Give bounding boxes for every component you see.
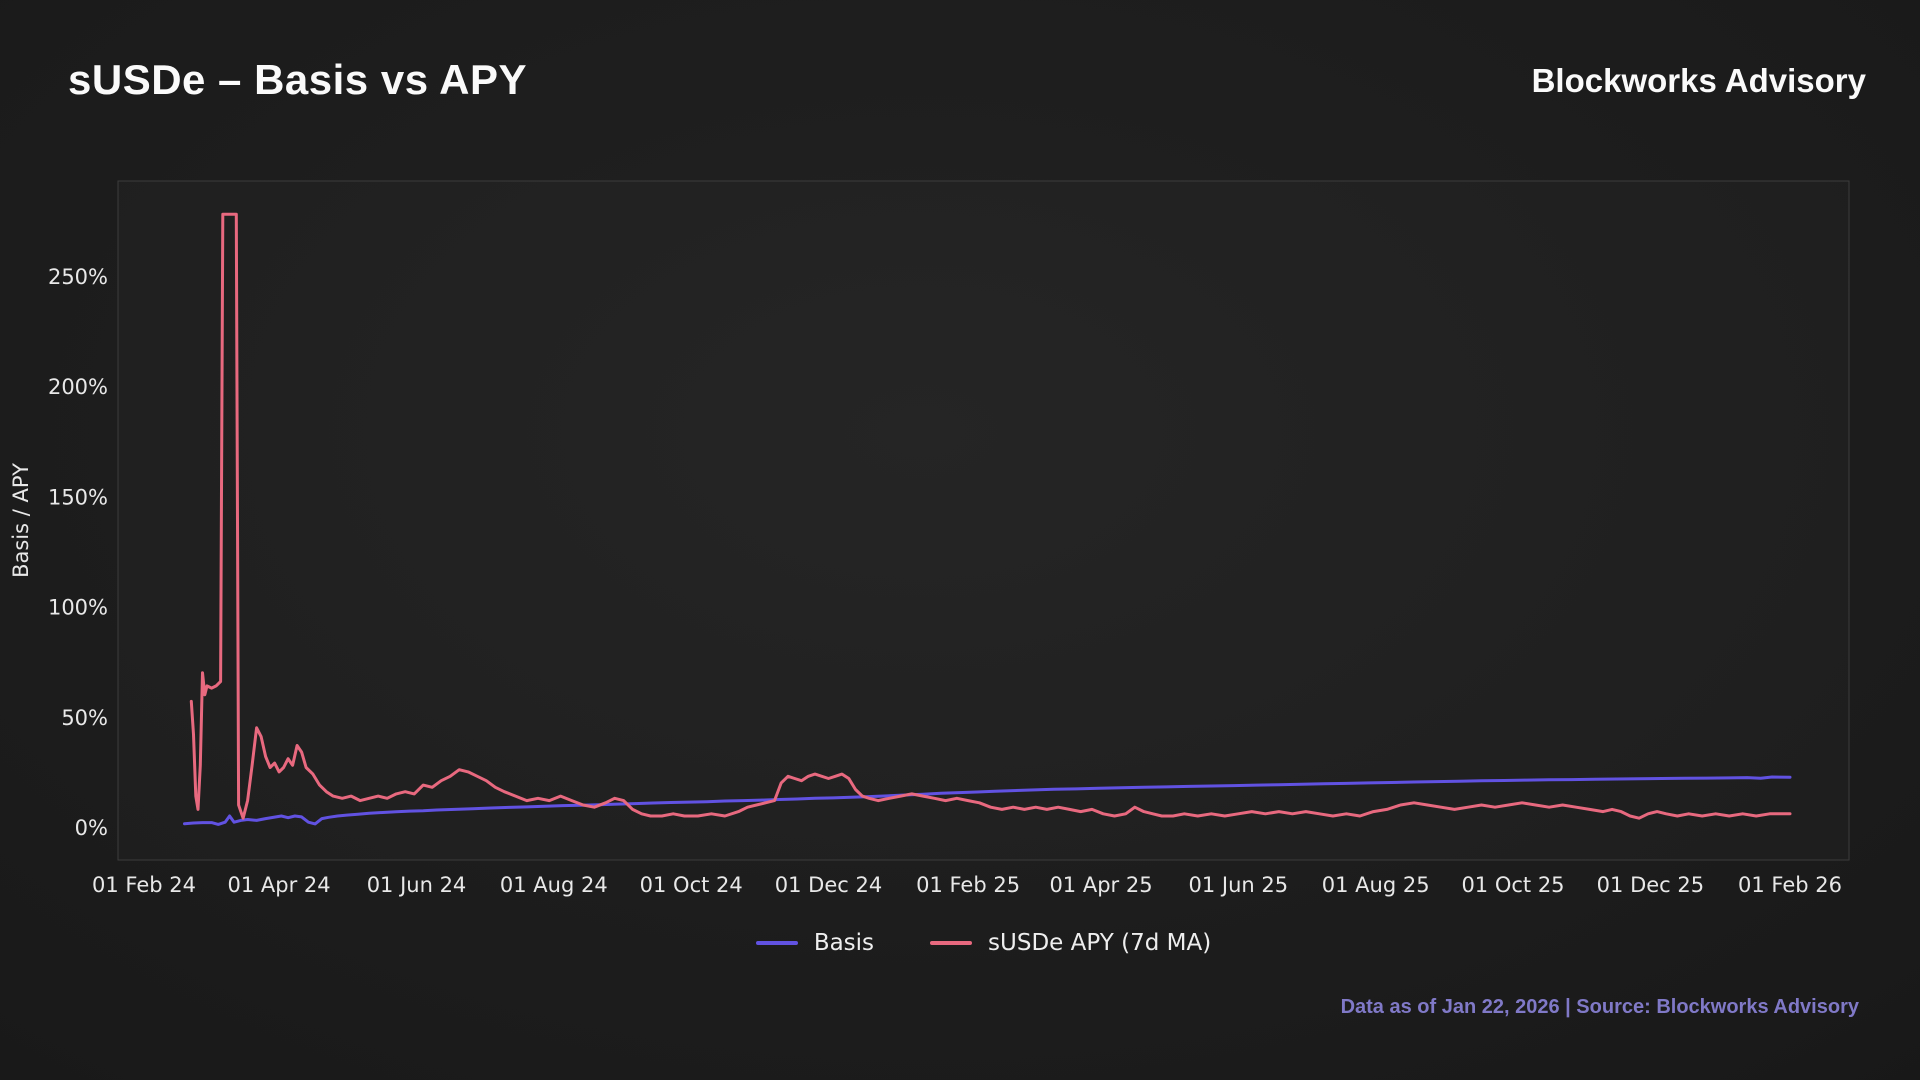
x-tick-label: 01 Apr 24: [228, 873, 331, 897]
x-tick-label: 01 Jun 24: [367, 873, 467, 897]
legend-item: Basis: [755, 930, 875, 956]
x-tick-label: 01 Dec 25: [1597, 873, 1704, 897]
y-tick-label: 250%: [48, 265, 108, 289]
x-tick-label: 01 Feb 25: [916, 873, 1020, 897]
x-tick-label: 01 Jun 25: [1188, 873, 1288, 897]
legend-swatch: [755, 941, 798, 945]
plot-border: [117, 180, 1850, 861]
legend-label: sUSDe APY (7d MA): [988, 930, 1212, 956]
x-tick-label: 01 Oct 24: [640, 873, 743, 897]
x-tick-label: 01 Apr 25: [1049, 873, 1152, 897]
x-tick-label: 01 Dec 24: [775, 873, 882, 897]
legend: Basis sUSDe APY (7d MA): [118, 930, 1849, 956]
y-tick-label: 50%: [61, 706, 108, 730]
legend-swatch: [930, 941, 973, 945]
legend-item: sUSDe APY (7d MA): [930, 930, 1211, 956]
series-line-basis: [183, 775, 1792, 826]
x-tick-label: 01 Oct 25: [1461, 873, 1564, 897]
source-note: Data as of Jan 22, 2026 | Source: Blockw…: [1340, 996, 1859, 1018]
y-tick-label: 200%: [48, 375, 108, 399]
x-tick-label: 01 Aug 25: [1322, 873, 1430, 897]
brand-wordmark: Blockworks Advisory: [1531, 62, 1866, 99]
legend-label: Basis: [813, 930, 875, 956]
y-axis-title: Basis / APY: [9, 463, 33, 578]
x-tick-label: 01 Feb 24: [92, 873, 196, 897]
x-tick-label: 01 Aug 24: [500, 873, 608, 897]
y-tick-label: 100%: [48, 596, 108, 620]
page-title: sUSDe – Basis vs APY: [68, 56, 528, 103]
x-tick-label: 01 Feb 26: [1738, 873, 1842, 897]
series-line-apy: [189, 212, 1792, 820]
y-tick-label: 0%: [75, 816, 108, 840]
y-tick-label: 150%: [48, 485, 108, 509]
